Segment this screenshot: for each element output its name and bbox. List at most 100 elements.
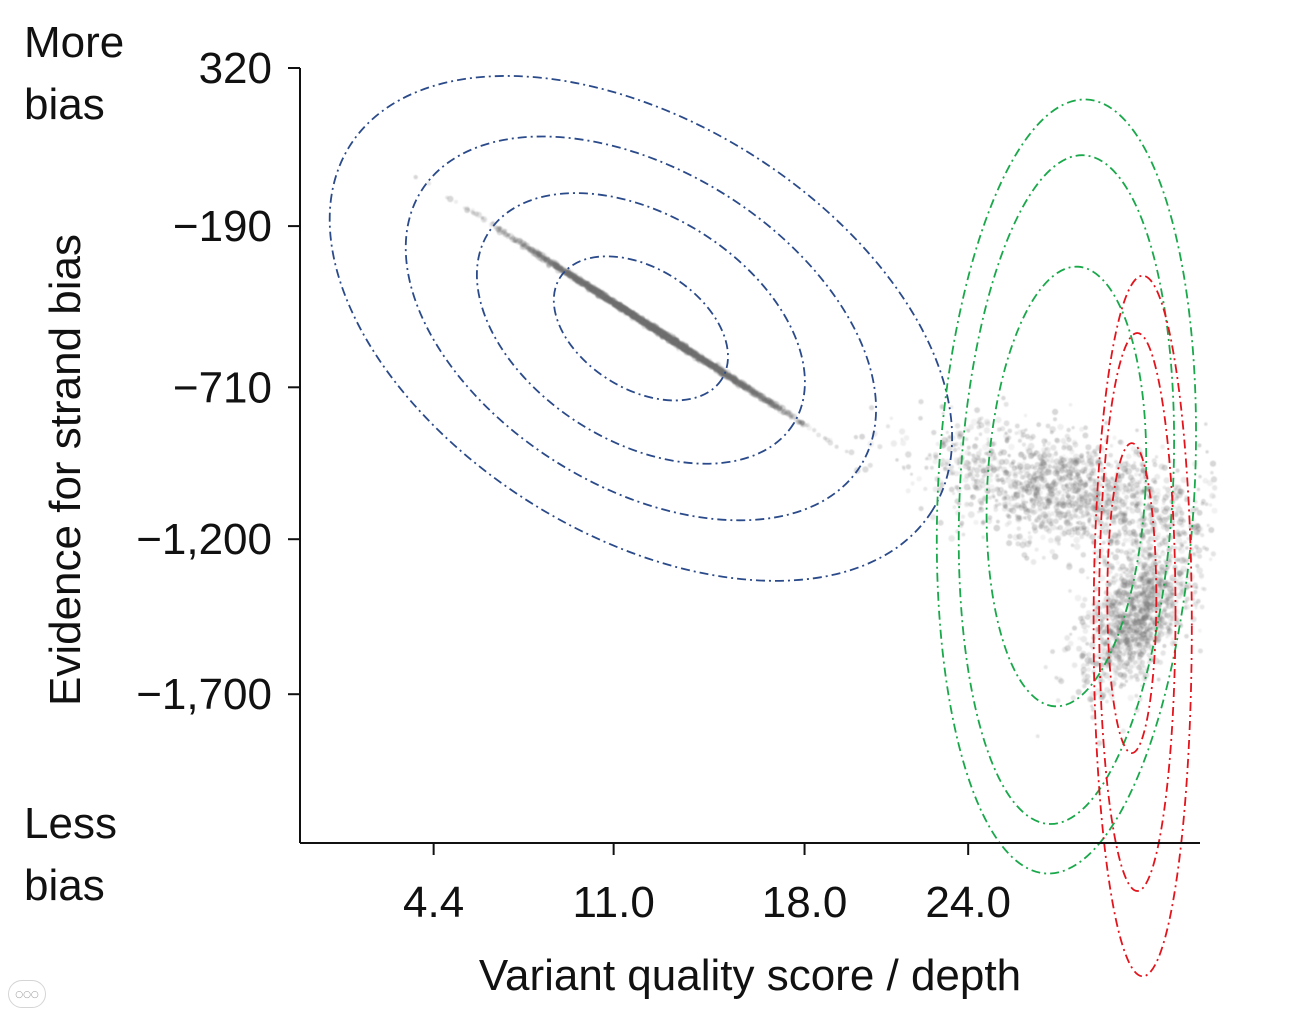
data-point [1129, 486, 1136, 492]
data-point [1142, 664, 1146, 668]
data-point [1007, 428, 1013, 434]
data-point [825, 437, 830, 443]
data-point [1057, 524, 1064, 531]
data-point [1088, 476, 1094, 482]
data-point [1174, 603, 1179, 607]
data-point [997, 478, 1002, 483]
data-point [1034, 547, 1039, 552]
data-point [1054, 464, 1060, 470]
data-point [1173, 492, 1178, 497]
data-point [676, 346, 681, 352]
data-point [1072, 625, 1077, 631]
data-point [1129, 674, 1134, 679]
data-point [970, 418, 978, 426]
data-point [1059, 466, 1065, 472]
data-point [1090, 714, 1096, 721]
data-point [1136, 523, 1142, 529]
data-point [1078, 493, 1083, 498]
data-point [885, 424, 891, 429]
data-point [724, 372, 730, 377]
data-point [1071, 469, 1075, 474]
data-point [1184, 497, 1189, 502]
data-point [1024, 540, 1032, 548]
data-point [1178, 488, 1185, 495]
data-point [1115, 514, 1119, 518]
data-point [1068, 403, 1073, 407]
data-point [1110, 517, 1116, 524]
data-point [1210, 471, 1214, 475]
data-point [1183, 540, 1187, 544]
data-point [1129, 500, 1135, 506]
data-point [1067, 640, 1074, 647]
data-point [862, 466, 869, 473]
data-point [1157, 630, 1165, 638]
data-point [1154, 487, 1161, 494]
data-point [918, 506, 924, 512]
data-point [1132, 451, 1138, 457]
data-point [1064, 635, 1071, 641]
data-point [1178, 581, 1184, 586]
data-point [940, 442, 947, 449]
data-point [987, 495, 993, 500]
data-point [1091, 524, 1096, 528]
data-point [959, 520, 965, 526]
data-point [1173, 512, 1179, 518]
data-point [1111, 576, 1118, 583]
data-point [1029, 498, 1033, 502]
data-point [931, 429, 937, 436]
data-point [1114, 573, 1119, 577]
data-point [979, 500, 985, 506]
data-point [932, 486, 939, 493]
data-point [1083, 466, 1088, 471]
data-point [1073, 466, 1078, 471]
data-point [799, 421, 807, 428]
data-point [1126, 556, 1130, 561]
data-point [1008, 502, 1013, 507]
data-point [1055, 503, 1059, 508]
data-point [1127, 536, 1134, 543]
data-point [1170, 617, 1175, 622]
data-point [1018, 451, 1023, 456]
data-point [1102, 450, 1106, 454]
data-point [1202, 545, 1207, 550]
data-point [1119, 576, 1125, 582]
data-point [1087, 695, 1094, 703]
data-point [1128, 506, 1133, 511]
data-point [584, 283, 592, 291]
data-point [1049, 521, 1054, 527]
data-point [1091, 669, 1097, 674]
data-point [1099, 618, 1103, 623]
data-point [934, 476, 941, 482]
data-point [1086, 667, 1091, 672]
data-point [1140, 469, 1146, 475]
data-point [939, 462, 945, 467]
data-point [1017, 438, 1022, 443]
data-point [1147, 631, 1154, 638]
data-point [1194, 606, 1198, 610]
data-point [707, 360, 712, 366]
data-point [1113, 676, 1118, 682]
data-point [1081, 677, 1088, 684]
data-point [447, 195, 454, 203]
data-point [955, 510, 961, 516]
data-point [1023, 484, 1028, 489]
data-point [1206, 523, 1210, 528]
data-point [1148, 546, 1153, 551]
data-point [957, 446, 961, 451]
data-point [1129, 518, 1136, 525]
data-point [1057, 423, 1064, 431]
data-point [1178, 547, 1185, 554]
data-point [470, 210, 475, 215]
data-point [1181, 556, 1188, 563]
data-point [1126, 576, 1131, 581]
data-point [514, 238, 520, 244]
data-point [1054, 508, 1060, 515]
data-point [1189, 507, 1197, 515]
data-point [1001, 501, 1008, 508]
data-point [1070, 695, 1076, 701]
data-point [1049, 496, 1053, 501]
data-point [1161, 497, 1167, 503]
data-point [1163, 506, 1169, 512]
data-point [939, 482, 945, 488]
data-point [1035, 734, 1040, 739]
